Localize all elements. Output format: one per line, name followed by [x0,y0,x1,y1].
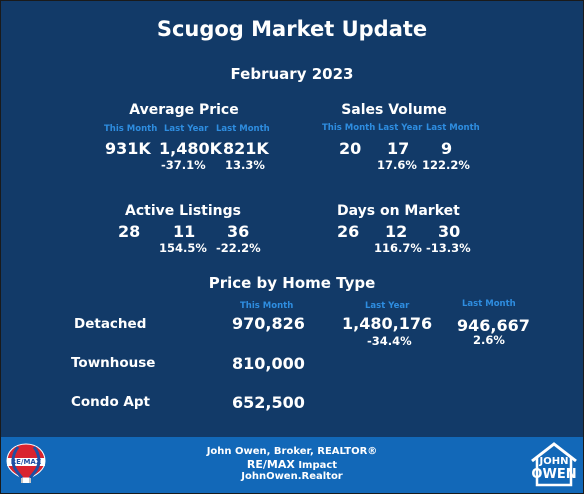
detached-last-year-value: 1,480,176 [342,314,433,333]
days-on-market-last-year-change: 116.7% [374,241,422,255]
sales-volume-last-month-change: 122.2% [422,158,470,172]
average-price-last-year-value: 1,480K [159,139,223,158]
sales-volume-last-month-label: Last Month [426,123,480,133]
condo-apt-label: Condo Apt [71,394,150,410]
average-price-last-month-change: 13.3% [225,158,265,172]
sales-volume-this-month-label: This Month [322,123,376,133]
sales-volume-heading: Sales Volume [341,102,447,118]
average-price-last-month-label: Last Month [216,124,270,134]
active-listings-last-year-value: 11 [173,222,196,241]
days-on-market-this-month-value: 26 [337,222,360,241]
detached-this-month-value: 970,826 [232,314,305,333]
footer-website-line: JohnOwen.Realtor [241,471,343,482]
sales-volume-last-year-change: 17.6% [377,158,417,172]
house-icon [531,442,577,487]
days-on-market-last-month-value: 30 [438,222,461,241]
condo-apt-this-month-value: 652,500 [232,393,305,412]
townhouse-label: Townhouse [71,355,156,371]
average-price-last-month-value: 821K [223,139,269,158]
report-month: February 2023 [230,65,354,83]
footer-brokerage-name: Impact [298,460,338,471]
active-listings-heading: Active Listings [125,203,241,219]
average-price-last-year-change: -37.1% [161,158,206,172]
days-on-market-last-month-change: -13.3% [426,241,471,255]
page-title: Scugog Market Update [156,17,428,41]
average-price-last-year-label: Last Year [164,124,209,134]
detached-label: Detached [74,316,147,332]
logo-text-owen: OWEN [531,467,577,482]
footer-remax-brand: RE/MAX [246,458,295,471]
days-on-market-heading: Days on Market [337,203,460,219]
sales-volume-this-month-value: 20 [339,139,362,158]
active-listings-last-month-change: -22.2% [216,241,261,255]
average-price-this-month-label: This Month [104,124,158,134]
detached-last-month-change: 2.6% [473,333,505,347]
sales-volume-last-month-value: 9 [441,139,453,158]
logo-text-john: JOHN [539,456,569,467]
remax-badge-text: RE/MAX [10,458,42,466]
sales-volume-last-year-value: 17 [387,139,410,158]
footer-brokerage-line: RE/MAX Impact [1,458,583,471]
footer-bar: RE/MAX John Owen, Broker, REALTOR® RE/MA… [1,437,583,493]
townhouse-this-month-value: 810,000 [232,354,305,373]
average-price-heading: Average Price [129,102,239,118]
sales-volume-last-year-label: Last Year [378,123,423,133]
active-listings-last-year-change: 154.5% [159,241,207,255]
days-on-market-last-year-value: 12 [385,222,408,241]
home-type-last-month-label: Last Month [462,299,516,309]
active-listings-this-month-value: 28 [118,222,141,241]
remax-balloon-logo: RE/MAX [4,441,48,487]
average-price-this-month-value: 931K [105,139,151,158]
footer-agent-line: John Owen, Broker, REALTOR® [206,446,378,457]
detached-last-month-value: 946,667 [457,316,530,335]
active-listings-last-month-value: 36 [227,222,250,241]
home-type-this-month-label: This Month [240,301,294,311]
john-owen-house-logo: JOHN OWEN [529,441,579,489]
home-type-last-year-label: Last Year [365,301,410,311]
detached-last-year-change: -34.4% [367,334,412,348]
price-by-home-type-heading: Price by Home Type [208,274,376,292]
